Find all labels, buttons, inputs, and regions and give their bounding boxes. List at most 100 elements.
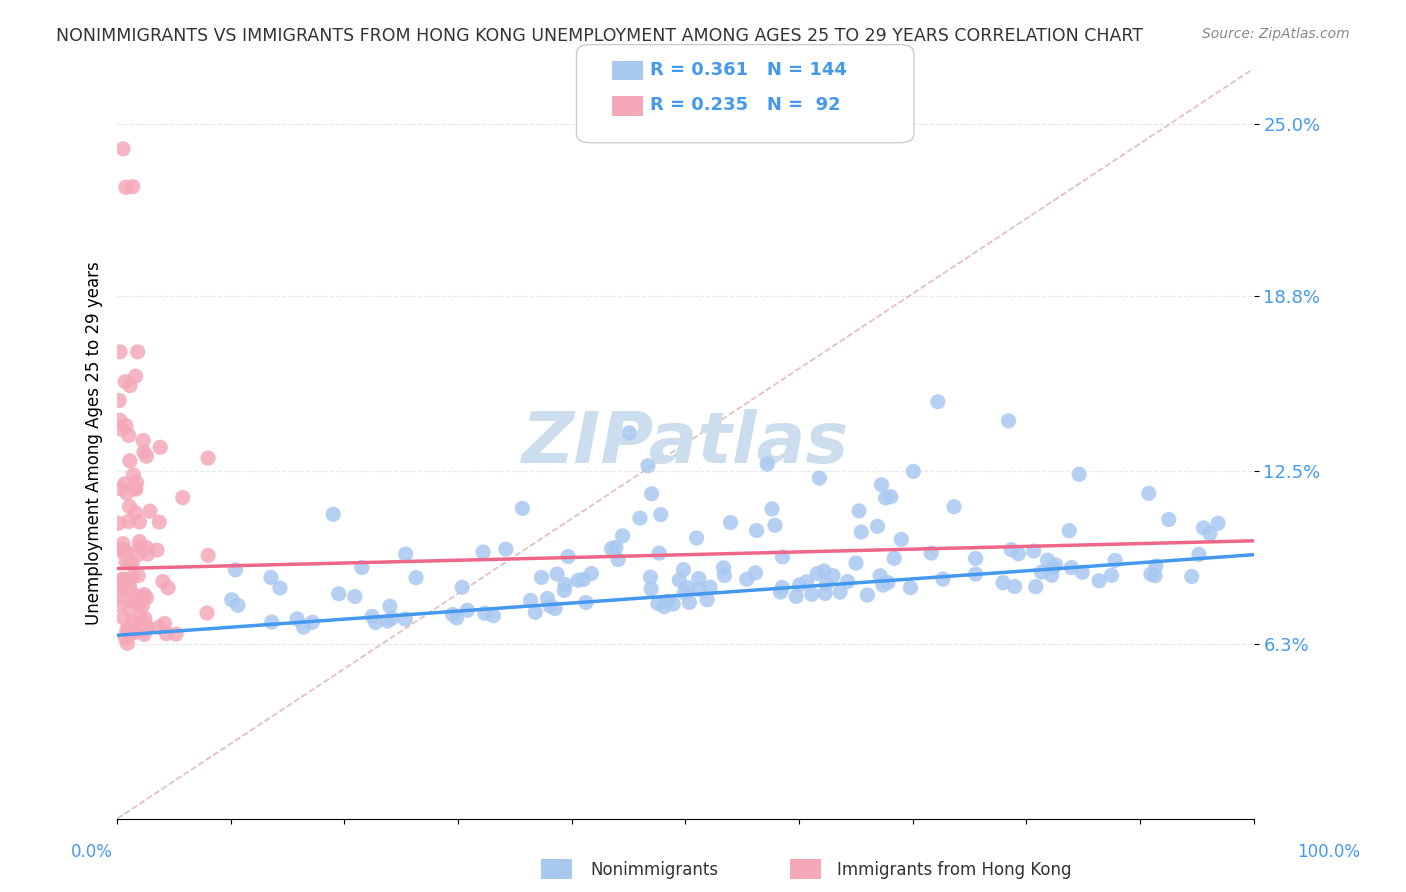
Nonimmigrants — [546, 567, 568, 582]
Nonimmigrants — [672, 563, 695, 577]
Nonimmigrants — [640, 582, 662, 596]
Nonimmigrants — [696, 592, 718, 607]
Immigrants from Hong Kong — [136, 547, 159, 561]
Immigrants from Hong Kong — [124, 588, 146, 602]
Nonimmigrants — [652, 599, 675, 614]
Immigrants from Hong Kong — [135, 591, 157, 605]
Nonimmigrants — [554, 577, 576, 591]
Nonimmigrants — [668, 573, 690, 587]
Nonimmigrants — [1188, 548, 1211, 562]
Immigrants from Hong Kong — [127, 344, 149, 359]
Nonimmigrants — [600, 541, 623, 556]
Nonimmigrants — [796, 574, 818, 589]
Nonimmigrants — [875, 491, 897, 505]
Nonimmigrants — [650, 508, 672, 522]
Immigrants from Hong Kong — [114, 544, 136, 558]
Immigrants from Hong Kong — [122, 617, 145, 632]
Nonimmigrants — [395, 547, 418, 561]
Nonimmigrants — [328, 587, 350, 601]
Nonimmigrants — [735, 572, 758, 586]
Nonimmigrants — [785, 590, 807, 604]
Nonimmigrants — [1199, 526, 1222, 541]
Text: NONIMMIGRANTS VS IMMIGRANTS FROM HONG KONG UNEMPLOYMENT AMONG AGES 25 TO 29 YEAR: NONIMMIGRANTS VS IMMIGRANTS FROM HONG KO… — [56, 27, 1143, 45]
Immigrants from Hong Kong — [117, 515, 139, 529]
Nonimmigrants — [1206, 516, 1229, 531]
Immigrants from Hong Kong — [153, 616, 176, 631]
Immigrants from Hong Kong — [197, 549, 219, 563]
Nonimmigrants — [720, 516, 742, 530]
Immigrants from Hong Kong — [118, 603, 141, 617]
Immigrants from Hong Kong — [114, 375, 136, 389]
Immigrants from Hong Kong — [115, 580, 138, 594]
Y-axis label: Unemployment Among Ages 25 to 29 years: Unemployment Among Ages 25 to 29 years — [86, 261, 103, 625]
Immigrants from Hong Kong — [165, 627, 187, 641]
Immigrants from Hong Kong — [121, 557, 143, 571]
Nonimmigrants — [1137, 486, 1160, 500]
Immigrants from Hong Kong — [134, 612, 156, 626]
Nonimmigrants — [689, 582, 711, 597]
Nonimmigrants — [519, 593, 541, 607]
Immigrants from Hong Kong — [132, 624, 155, 638]
Nonimmigrants — [830, 585, 852, 599]
Nonimmigrants — [883, 551, 905, 566]
Nonimmigrants — [524, 606, 547, 620]
Immigrants from Hong Kong — [107, 516, 129, 531]
Immigrants from Hong Kong — [195, 606, 218, 620]
Nonimmigrants — [472, 545, 495, 559]
Immigrants from Hong Kong — [127, 596, 149, 610]
Nonimmigrants — [637, 458, 659, 473]
Immigrants from Hong Kong — [122, 625, 145, 640]
Nonimmigrants — [699, 580, 721, 594]
Immigrants from Hong Kong — [110, 582, 132, 597]
Text: Nonimmigrants: Nonimmigrants — [591, 861, 718, 879]
Immigrants from Hong Kong — [124, 506, 146, 520]
Nonimmigrants — [612, 529, 634, 543]
Nonimmigrants — [789, 578, 811, 592]
Immigrants from Hong Kong — [135, 449, 157, 463]
Nonimmigrants — [581, 566, 603, 581]
Immigrants from Hong Kong — [115, 624, 138, 639]
Immigrants from Hong Kong — [112, 572, 135, 586]
Immigrants from Hong Kong — [108, 393, 131, 408]
Immigrants from Hong Kong — [148, 620, 170, 634]
Nonimmigrants — [1192, 521, 1215, 535]
Nonimmigrants — [226, 599, 249, 613]
Nonimmigrants — [1144, 568, 1167, 582]
Nonimmigrants — [869, 569, 891, 583]
Text: Immigrants from Hong Kong: Immigrants from Hong Kong — [837, 861, 1071, 879]
Nonimmigrants — [538, 599, 561, 614]
Nonimmigrants — [814, 586, 837, 600]
Immigrants from Hong Kong — [149, 440, 172, 454]
Nonimmigrants — [837, 574, 859, 589]
Nonimmigrants — [744, 566, 766, 580]
Nonimmigrants — [536, 591, 558, 606]
Nonimmigrants — [685, 531, 707, 545]
Immigrants from Hong Kong — [107, 575, 129, 590]
Nonimmigrants — [364, 615, 387, 630]
Immigrants from Hong Kong — [134, 627, 156, 641]
Nonimmigrants — [269, 581, 291, 595]
Immigrants from Hong Kong — [114, 545, 136, 559]
Nonimmigrants — [512, 501, 534, 516]
Nonimmigrants — [997, 414, 1019, 428]
Nonimmigrants — [769, 585, 792, 599]
Nonimmigrants — [456, 603, 478, 617]
Nonimmigrants — [260, 615, 283, 629]
Nonimmigrants — [1057, 524, 1080, 538]
Nonimmigrants — [880, 490, 903, 504]
Nonimmigrants — [1181, 569, 1204, 583]
Immigrants from Hong Kong — [135, 621, 157, 635]
Nonimmigrants — [772, 549, 794, 564]
Nonimmigrants — [856, 588, 879, 602]
Nonimmigrants — [1000, 542, 1022, 557]
Nonimmigrants — [890, 533, 912, 547]
Immigrants from Hong Kong — [115, 555, 138, 569]
Immigrants from Hong Kong — [121, 570, 143, 584]
Nonimmigrants — [260, 570, 283, 584]
Nonimmigrants — [605, 541, 627, 555]
Immigrants from Hong Kong — [121, 179, 143, 194]
Nonimmigrants — [1071, 566, 1094, 580]
Nonimmigrants — [617, 425, 640, 440]
Immigrants from Hong Kong — [132, 590, 155, 604]
Nonimmigrants — [991, 575, 1014, 590]
